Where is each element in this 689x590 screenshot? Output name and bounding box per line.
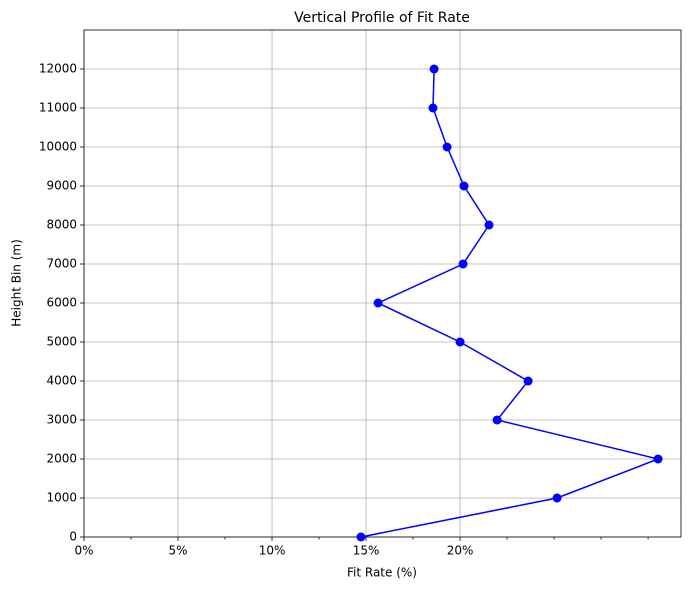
data-point (429, 64, 439, 74)
x-tick-label: 20% (447, 544, 474, 558)
data-point (455, 337, 465, 347)
data-point (552, 493, 562, 503)
data-point (459, 181, 469, 191)
y-tick-label: 2000 (46, 452, 77, 466)
y-tick-label: 6000 (46, 296, 77, 310)
y-tick-label: 4000 (46, 374, 77, 388)
y-tick-label: 0 (69, 530, 77, 544)
x-tick-label: 15% (353, 544, 380, 558)
x-tick-label: 0% (74, 544, 93, 558)
y-tick-label: 1000 (46, 491, 77, 505)
data-point (428, 103, 438, 113)
x-tick-label: 5% (168, 544, 187, 558)
y-tick-label: 10000 (39, 140, 77, 154)
y-tick-label: 3000 (46, 413, 77, 427)
x-axis-label: Fit Rate (%) (347, 566, 417, 580)
data-point (484, 220, 494, 230)
chart-title: Vertical Profile of Fit Rate (294, 10, 470, 26)
x-tick-label: 10% (259, 544, 286, 558)
data-point (523, 376, 533, 386)
y-axis-label: Height Bin (m) (10, 239, 24, 327)
y-tick-label: 11000 (39, 101, 77, 115)
y-tick-label: 9000 (46, 179, 77, 193)
y-tick-label: 7000 (46, 257, 77, 271)
y-tick-label: 12000 (39, 62, 77, 76)
data-point (492, 415, 502, 425)
plot-frame (83, 29, 682, 538)
data-point (653, 454, 663, 464)
y-tick-label: 5000 (46, 335, 77, 349)
y-tick-label: 8000 (46, 218, 77, 232)
data-point (373, 298, 383, 308)
data-point (442, 142, 452, 152)
data-point (356, 532, 366, 542)
data-point (458, 259, 468, 269)
